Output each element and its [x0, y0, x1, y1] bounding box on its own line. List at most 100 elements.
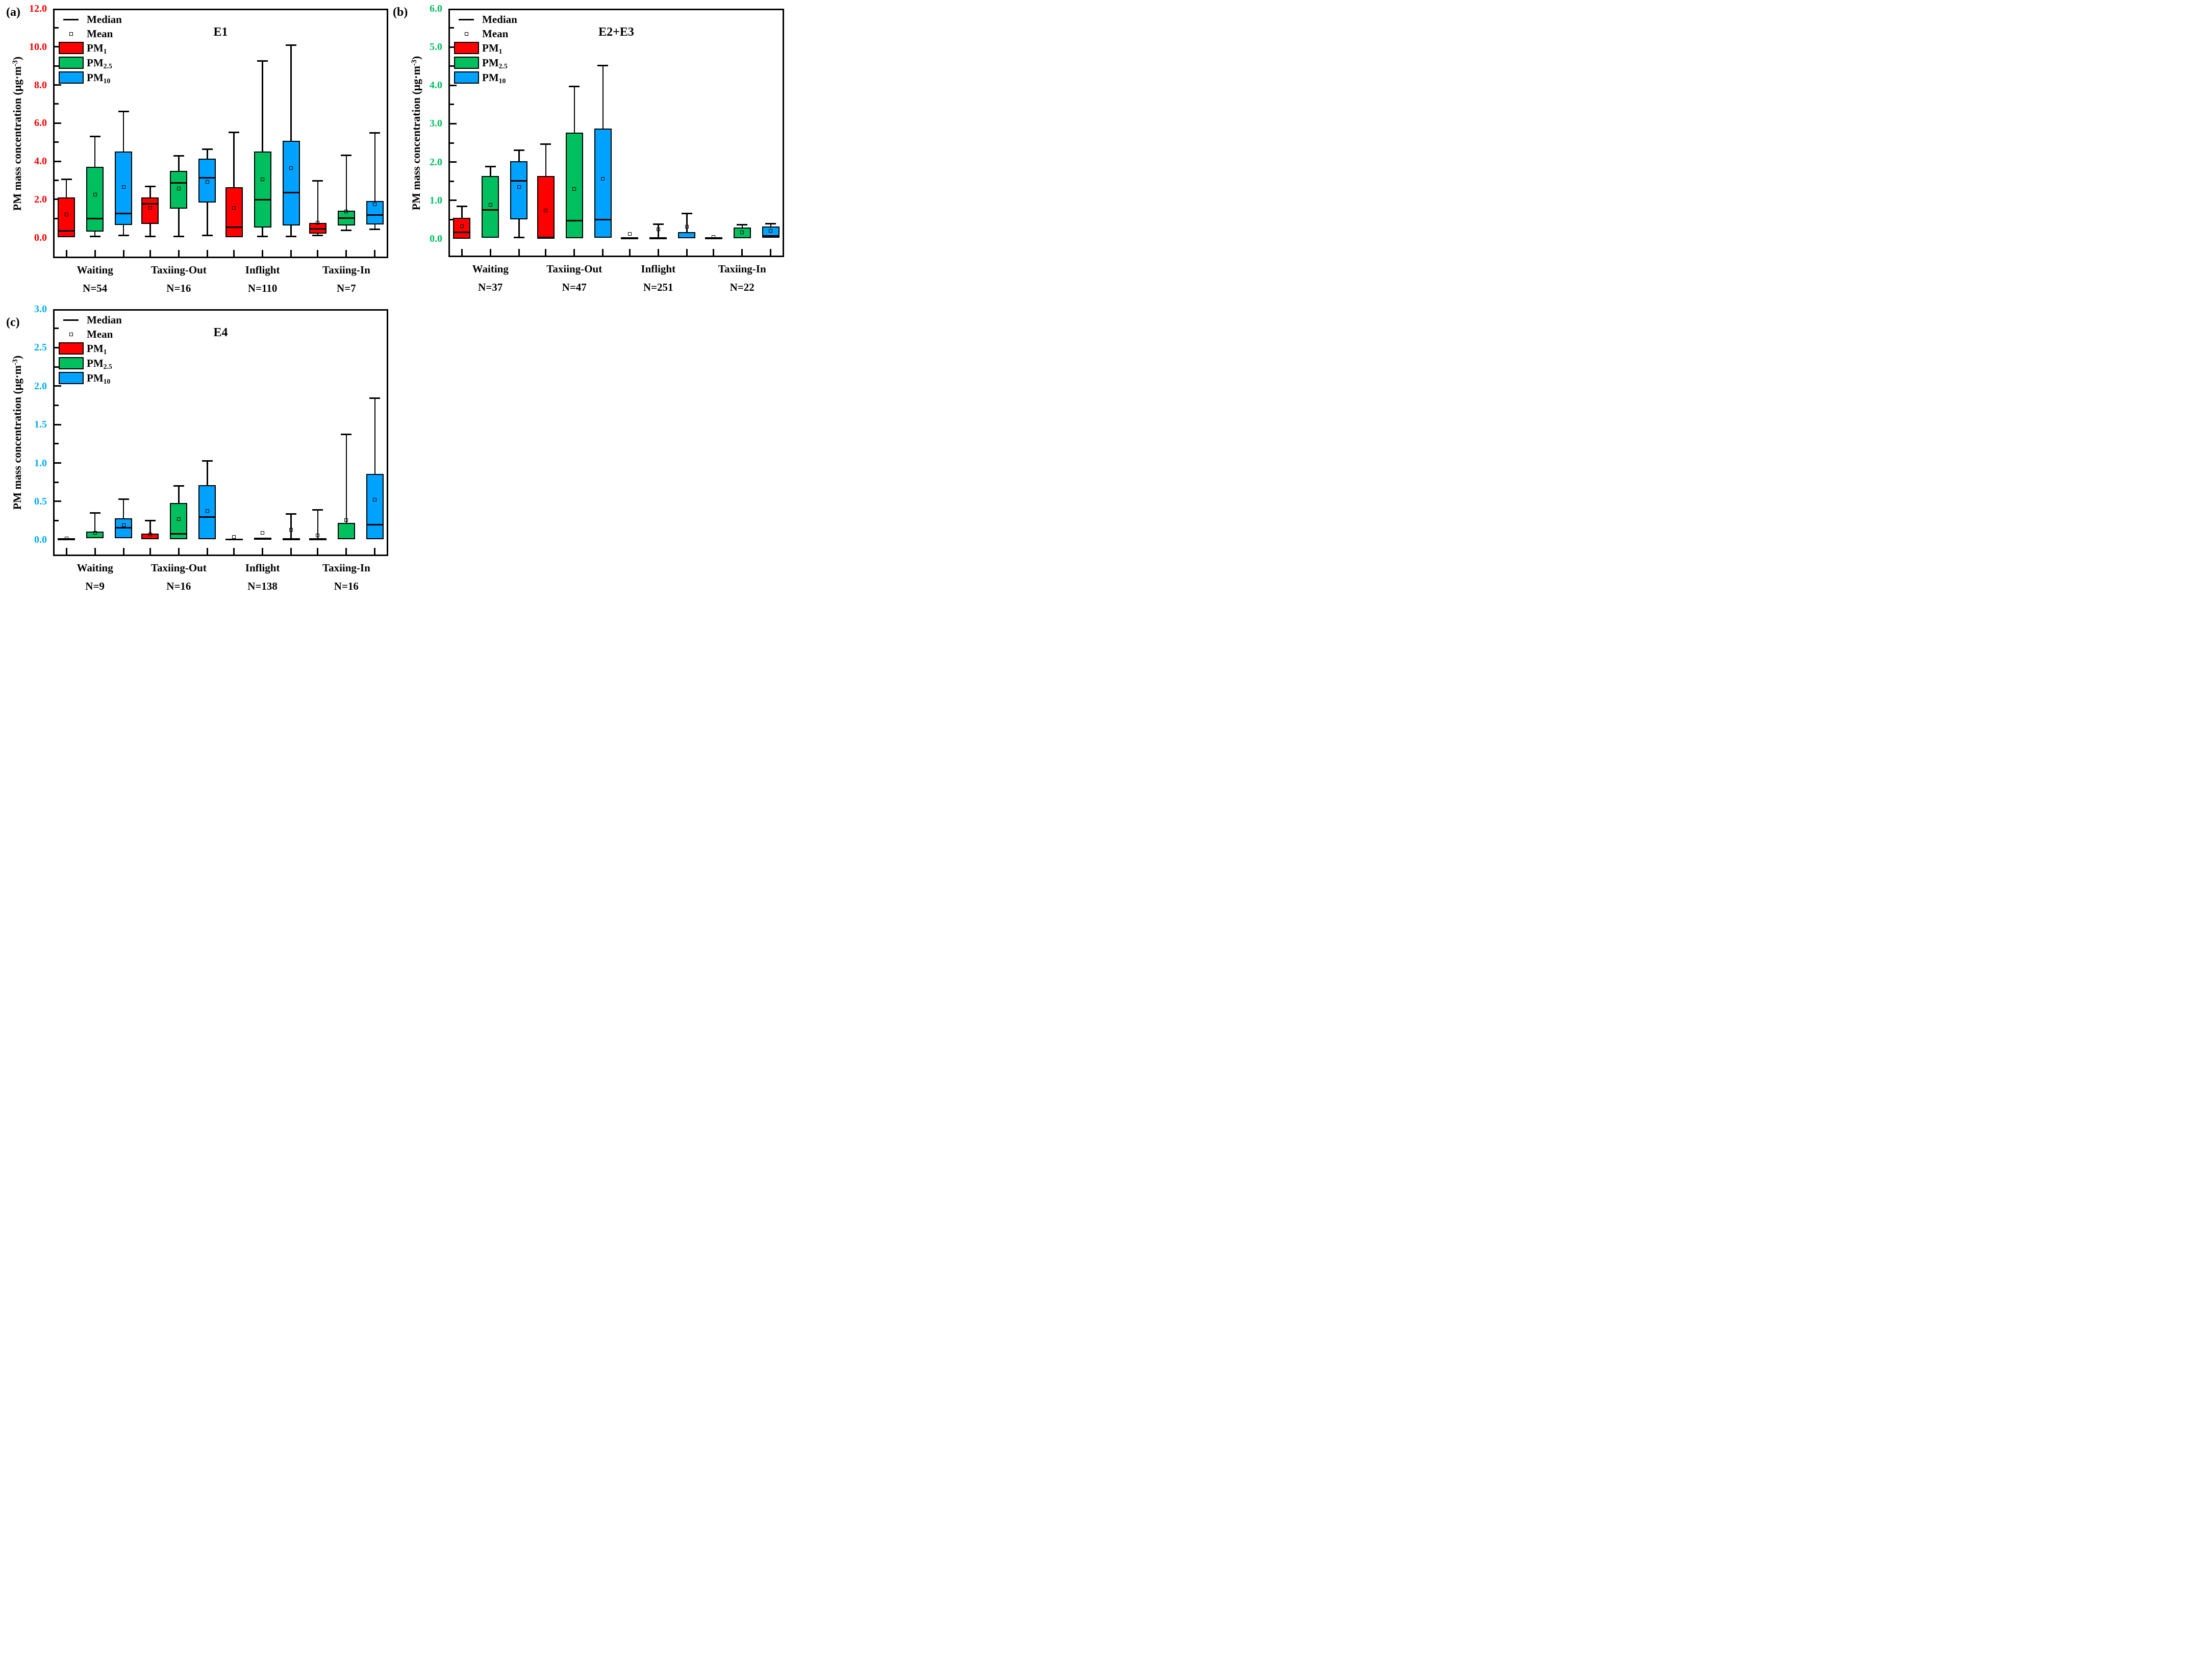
whisker-cap-low: [202, 235, 213, 237]
y-tick-label: 2.0: [430, 156, 442, 168]
whisker-cap-high: [341, 154, 352, 156]
median-line: [367, 214, 383, 216]
y-minor-tick: [450, 142, 454, 144]
y-tick-label: 6.0: [430, 3, 442, 14]
x-tick: [518, 249, 520, 256]
legend-mean-marker: [464, 32, 468, 36]
legend-label-pm25: PM2.5: [87, 56, 112, 73]
whisker-cap-high: [312, 509, 323, 511]
legend-label-part: 10: [103, 378, 111, 386]
whisker-cap-low: [341, 230, 352, 232]
x-tick: [65, 250, 67, 257]
median-line: [171, 533, 187, 535]
mean-marker: [316, 220, 320, 224]
whisker-cap-high: [61, 179, 72, 181]
y-axis-label-part: -3: [410, 59, 418, 66]
y-axis-label-part: PM mass concentration (μg·m: [410, 65, 423, 210]
y-tick-label: 1.0: [430, 194, 442, 206]
box-inflight-pm1-collapsed: [225, 538, 243, 541]
legend-label-pm10: PM10: [482, 70, 506, 88]
x-tick: [741, 249, 743, 256]
legend-swatch-pm10: [59, 372, 84, 384]
whisker-cap-low: [369, 229, 381, 231]
y-major-tick: [450, 161, 457, 163]
box-taxiing-in-pm25: [337, 523, 355, 539]
y-major-tick: [450, 199, 457, 202]
mean-marker: [769, 229, 773, 233]
x-tick: [317, 548, 319, 555]
mean-marker: [93, 531, 97, 535]
x-tick: [94, 250, 96, 257]
y-minor-tick: [55, 328, 59, 330]
mean-marker: [148, 533, 152, 537]
y-major-tick: [55, 423, 61, 425]
mean-marker: [93, 193, 97, 196]
legend-label-pm1: PM1: [87, 41, 107, 59]
legend-label-part: 1: [498, 47, 502, 56]
whisker-cap-high: [286, 44, 297, 46]
plot-area-c: [53, 309, 388, 556]
mean-marker: [177, 517, 181, 521]
legend-median-line: [63, 319, 79, 321]
y-minor-tick: [450, 104, 454, 106]
x-group-n-label: N=110: [247, 282, 278, 294]
legend-label-part: 2.5: [103, 62, 112, 70]
x-tick: [122, 548, 124, 555]
x-tick: [94, 548, 96, 555]
x-group-label: Taxiing-In: [322, 562, 370, 574]
y-major-tick: [55, 122, 61, 124]
y-major-tick: [55, 160, 61, 162]
x-tick: [262, 548, 264, 555]
mean-marker: [344, 518, 348, 522]
whisker-low: [374, 224, 376, 230]
legend-label-part: PM: [482, 42, 499, 54]
x-tick: [489, 249, 491, 256]
mean-marker: [205, 509, 209, 513]
box-inflight-pm25: [254, 537, 271, 540]
y-major-tick: [55, 84, 61, 86]
x-group-label: Taxiing-In: [322, 264, 370, 276]
x-tick: [149, 250, 151, 257]
y-minor-tick: [450, 65, 454, 67]
median-line: [483, 209, 498, 211]
mean-marker: [64, 536, 68, 540]
box-taxiing-out-pm10: [198, 158, 216, 203]
mean-marker: [177, 187, 181, 191]
median-line: [338, 217, 354, 219]
x-group-label: Waiting: [77, 264, 113, 276]
legend-swatch-pm25: [59, 57, 84, 69]
y-tick-label: 3.0: [430, 118, 442, 130]
whisker-low: [518, 219, 520, 238]
whisker-cap-low: [144, 236, 156, 238]
box-inflight-pm10: [678, 232, 696, 239]
legend-label-part: PM: [87, 357, 104, 369]
y-major-tick: [450, 122, 457, 124]
legend-median-label: Median: [87, 13, 122, 26]
x-tick: [65, 548, 67, 555]
median-line: [310, 228, 325, 230]
legend-label-part: PM: [87, 57, 104, 69]
box-taxiing-out-pm1: [141, 534, 159, 539]
y-tick-label: 2.5: [34, 342, 47, 354]
mean-marker: [373, 203, 377, 207]
legend-label-part: PM: [482, 71, 499, 84]
x-tick: [374, 250, 376, 257]
box-taxiing-out-pm25: [170, 170, 188, 209]
whisker-high: [374, 133, 376, 201]
whisker-cap-high: [341, 434, 352, 436]
x-tick: [629, 249, 631, 256]
box-inflight-pm25: [254, 151, 271, 228]
whisker-low: [317, 233, 319, 236]
x-tick: [545, 249, 547, 256]
box-taxiing-out-pm1: [537, 175, 555, 239]
whisker-cap-high: [485, 166, 496, 168]
pm-boxplot-figure: 0.0 2.0 4.0 6.0 8.0 10.0 12.0 Waiting N=54 Taxiin…: [0, 0, 789, 592]
box-waiting-pm10: [115, 518, 133, 539]
x-tick: [290, 250, 292, 257]
y-tick-label: 8.0: [34, 79, 47, 91]
whisker-cap-high: [202, 460, 213, 462]
mean-marker: [148, 206, 152, 210]
whisker-high: [290, 45, 292, 141]
whisker-cap-high: [369, 132, 381, 134]
whisker-high: [573, 86, 575, 133]
